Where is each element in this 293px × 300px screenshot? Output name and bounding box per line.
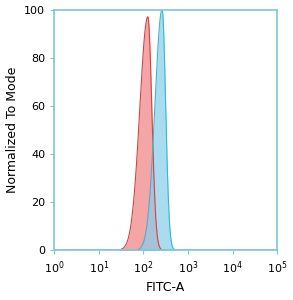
X-axis label: FITC-A: FITC-A <box>146 281 185 294</box>
Y-axis label: Normalized To Mode: Normalized To Mode <box>6 67 18 193</box>
